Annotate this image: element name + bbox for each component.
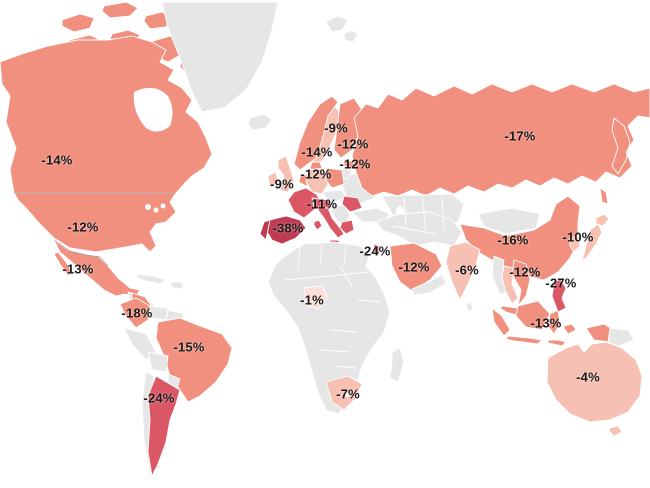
country-japan[interactable] [581, 213, 610, 263]
country-poland[interactable] [325, 167, 345, 189]
country-germany[interactable] [305, 167, 329, 195]
country-mexico[interactable] [53, 239, 141, 297]
country-usa[interactable] [13, 192, 177, 253]
country-indonesia[interactable] [491, 300, 577, 347]
country-korea[interactable] [569, 235, 581, 253]
us-mexico-border [53, 239, 109, 267]
country-spain[interactable] [265, 215, 307, 245]
asia-internal-borders [391, 195, 445, 235]
country-greece[interactable] [339, 219, 355, 235]
africa-internal-borders [283, 243, 381, 369]
country-tasmania[interactable] [608, 425, 623, 437]
country-greenland[interactable] [161, 1, 279, 113]
country-india[interactable] [445, 241, 481, 301]
country-russia[interactable] [351, 83, 650, 205]
country-sri-lanka[interactable] [465, 301, 474, 313]
country-mongolia[interactable] [477, 207, 541, 235]
country-australia[interactable] [546, 341, 643, 423]
country-uk[interactable] [277, 155, 295, 193]
country-madagascar[interactable] [389, 347, 405, 383]
hudson-bay [133, 87, 173, 132]
country-saudi-arabia[interactable] [389, 242, 443, 292]
country-romania[interactable] [341, 195, 363, 213]
country-cuba[interactable] [135, 273, 185, 290]
country-venezuela[interactable] [149, 305, 169, 321]
country-nigeria[interactable] [303, 285, 329, 310]
great-lakes [160, 203, 166, 209]
country-vietnam[interactable] [511, 259, 531, 307]
country-south-africa[interactable] [325, 375, 363, 411]
country-canada[interactable] [0, 35, 213, 194]
country-france[interactable] [287, 187, 323, 219]
country-iceland[interactable] [247, 113, 273, 131]
country-philippines[interactable] [551, 277, 567, 313]
region-png-east[interactable] [607, 327, 635, 347]
country-bolivia[interactable] [147, 351, 169, 373]
country-portugal[interactable] [259, 219, 271, 241]
great-lakes [153, 207, 159, 213]
country-israel[interactable] [373, 243, 380, 256]
country-svalbard[interactable] [325, 15, 359, 43]
great-lakes [145, 204, 151, 210]
lesotho-gap [344, 392, 350, 398]
country-norway[interactable] [293, 95, 339, 171]
country-colombia[interactable] [119, 297, 151, 329]
country-finland[interactable] [333, 97, 363, 159]
country-argentina[interactable] [147, 375, 181, 477]
region-yemen-oman[interactable] [411, 274, 447, 296]
country-switzerland[interactable] [311, 197, 333, 209]
country-ireland[interactable] [267, 171, 279, 189]
